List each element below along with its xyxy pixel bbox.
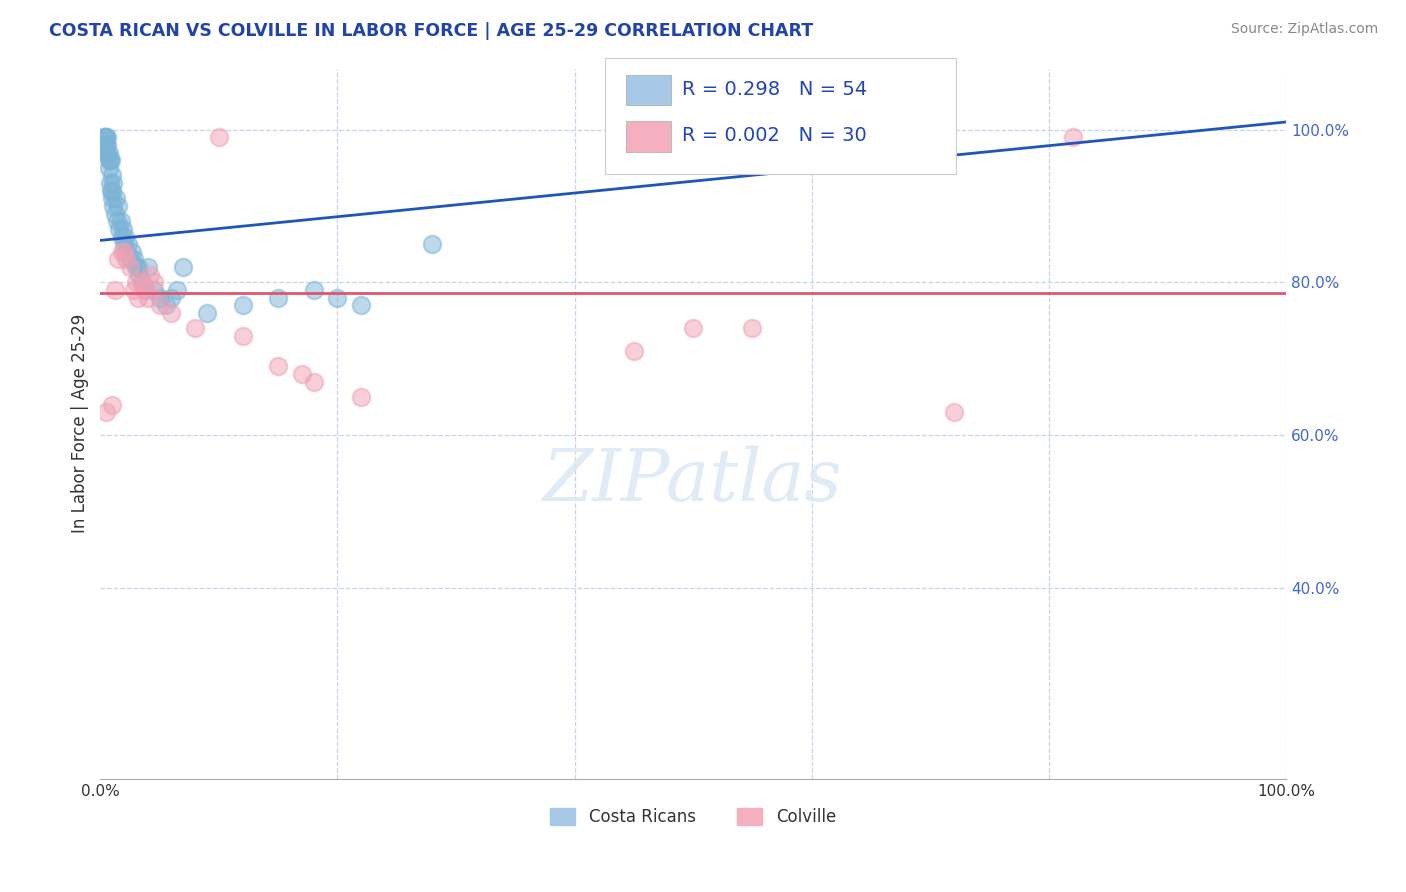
- Point: [134, 283, 156, 297]
- Text: R = 0.298   N = 54: R = 0.298 N = 54: [682, 79, 868, 99]
- Text: COSTA RICAN VS COLVILLE IN LABOR FORCE | AGE 25-29 CORRELATION CHART: COSTA RICAN VS COLVILLE IN LABOR FORCE |…: [49, 22, 813, 40]
- Point: [103, 207, 125, 221]
- Point: [127, 260, 149, 274]
- Point: [96, 405, 118, 419]
- Point: [100, 184, 122, 198]
- Point: [101, 191, 124, 205]
- Point: [97, 145, 120, 160]
- Point: [107, 252, 129, 267]
- Point: [94, 130, 117, 145]
- Point: [97, 161, 120, 175]
- Legend: Costa Ricans, Colville: Costa Ricans, Colville: [543, 800, 844, 835]
- Point: [125, 276, 148, 290]
- Point: [110, 214, 132, 228]
- Point: [108, 222, 131, 236]
- Point: [160, 306, 183, 320]
- Point: [420, 237, 443, 252]
- Point: [122, 283, 145, 297]
- Point: [166, 283, 188, 297]
- Point: [96, 137, 118, 152]
- Point: [232, 298, 254, 312]
- Text: ZIPatlas: ZIPatlas: [543, 445, 844, 516]
- Point: [96, 130, 118, 145]
- Point: [350, 390, 373, 404]
- Point: [741, 321, 763, 335]
- Point: [155, 298, 177, 312]
- Point: [96, 130, 118, 145]
- Point: [128, 268, 150, 282]
- Point: [208, 130, 231, 145]
- Point: [98, 153, 121, 168]
- Point: [125, 260, 148, 274]
- Point: [136, 260, 159, 274]
- Text: Source: ZipAtlas.com: Source: ZipAtlas.com: [1230, 22, 1378, 37]
- Point: [326, 291, 349, 305]
- Point: [100, 153, 122, 168]
- Point: [302, 375, 325, 389]
- Point: [195, 306, 218, 320]
- Text: R = 0.002   N = 30: R = 0.002 N = 30: [682, 126, 866, 145]
- Point: [111, 222, 134, 236]
- Point: [111, 229, 134, 244]
- Point: [623, 344, 645, 359]
- Y-axis label: In Labor Force | Age 25-29: In Labor Force | Age 25-29: [72, 314, 89, 533]
- Point: [111, 244, 134, 259]
- Point: [172, 260, 194, 274]
- Point: [103, 199, 125, 213]
- Point: [943, 405, 966, 419]
- Point: [115, 252, 138, 267]
- Point: [98, 176, 121, 190]
- Point: [118, 260, 141, 274]
- Point: [105, 214, 128, 228]
- Point: [184, 321, 207, 335]
- Point: [131, 276, 153, 290]
- Point: [131, 276, 153, 290]
- Point: [127, 291, 149, 305]
- Point: [682, 321, 704, 335]
- Point: [267, 359, 290, 374]
- Point: [96, 145, 118, 160]
- Point: [121, 244, 143, 259]
- Point: [267, 291, 290, 305]
- Point: [101, 169, 124, 183]
- Point: [101, 398, 124, 412]
- Point: [1062, 130, 1084, 145]
- Point: [104, 191, 127, 205]
- Point: [114, 229, 136, 244]
- Point: [139, 268, 162, 282]
- Point: [96, 145, 118, 160]
- Point: [134, 283, 156, 297]
- Point: [107, 199, 129, 213]
- Point: [112, 237, 135, 252]
- Point: [97, 153, 120, 168]
- Point: [101, 184, 124, 198]
- Point: [103, 283, 125, 297]
- Point: [136, 291, 159, 305]
- Point: [291, 367, 314, 381]
- Point: [117, 237, 139, 252]
- Point: [96, 137, 118, 152]
- Point: [350, 298, 373, 312]
- Point: [149, 291, 172, 305]
- Point: [232, 329, 254, 343]
- Point: [149, 298, 172, 312]
- Point: [302, 283, 325, 297]
- Point: [112, 244, 135, 259]
- Point: [142, 283, 165, 297]
- Point: [122, 252, 145, 267]
- Point: [93, 130, 115, 145]
- Point: [160, 291, 183, 305]
- Point: [142, 276, 165, 290]
- Point: [118, 252, 141, 267]
- Point: [115, 244, 138, 259]
- Point: [103, 176, 125, 190]
